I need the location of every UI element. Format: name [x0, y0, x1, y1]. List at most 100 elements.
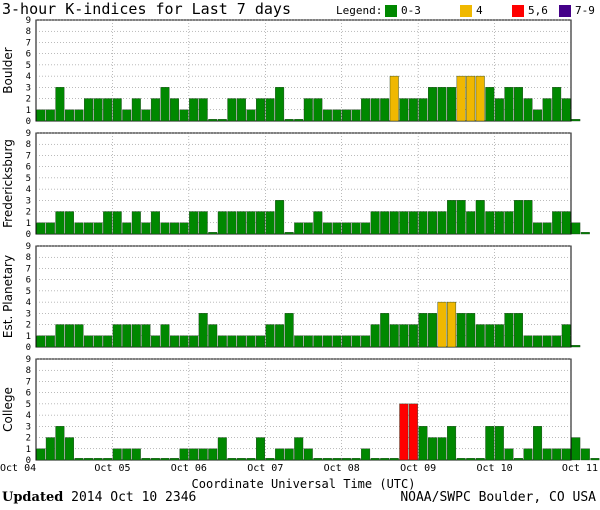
kindex-bar — [580, 448, 590, 461]
kindex-bar — [179, 109, 189, 122]
y-tick-label: 6 — [26, 50, 31, 60]
kindex-bar — [45, 222, 55, 235]
y-tick-label: 4 — [26, 298, 31, 308]
kindex-bar — [533, 335, 543, 348]
panel-label: Boulder — [1, 47, 15, 94]
kindex-bar — [275, 448, 285, 461]
kindex-bar — [456, 458, 466, 461]
kindex-bar — [170, 222, 180, 235]
y-tick-label: 6 — [26, 163, 31, 173]
kindex-bar — [494, 211, 504, 235]
kindex-bar — [361, 222, 371, 235]
y-tick-label: 6 — [26, 389, 31, 399]
kindex-bar — [64, 211, 74, 235]
kindex-bar — [332, 109, 342, 122]
kindex-bar — [45, 335, 55, 348]
kindex-bar — [64, 324, 74, 348]
kindex-bar — [122, 109, 132, 122]
kindex-bar — [313, 98, 323, 122]
x-tick-label: Oct 08 — [324, 463, 360, 474]
kindex-bar — [131, 211, 141, 235]
kindex-bar — [313, 211, 323, 235]
y-tick-label: 3 — [26, 422, 31, 432]
kindex-bar — [437, 211, 447, 235]
panel-label: Est. Planetary — [1, 255, 15, 338]
kindex-bar — [303, 448, 313, 461]
kindex-bar — [265, 458, 275, 461]
kindex-bar — [485, 426, 495, 461]
kindex-bar — [361, 448, 371, 461]
x-tick-label: Oct 05 — [94, 463, 130, 474]
kindex-bar — [504, 87, 514, 122]
kindex-bar — [408, 211, 418, 235]
kindex-bar — [256, 437, 265, 461]
kindex-bar — [533, 222, 543, 235]
kindex-bar — [189, 335, 199, 348]
y-tick-label: 1 — [26, 219, 31, 229]
kindex-bar — [74, 324, 84, 348]
kindex-bar — [437, 87, 447, 122]
kindex-bar — [418, 313, 428, 348]
kindex-bar — [198, 448, 208, 461]
kindex-bar — [217, 211, 227, 235]
kindex-bar — [418, 426, 428, 461]
kindex-bar — [332, 335, 342, 348]
kindex-bar — [456, 313, 466, 348]
y-tick-label: 8 — [26, 253, 31, 263]
kindex-bar — [160, 324, 170, 348]
kindex-bar — [389, 75, 399, 122]
kindex-bar — [552, 448, 562, 461]
kindex-bar — [475, 75, 485, 122]
kindex-bar — [150, 211, 160, 235]
y-tick-label: 3 — [26, 309, 31, 319]
kindex-bar — [275, 87, 285, 122]
kindex-bar — [55, 426, 65, 461]
kindex-bar — [217, 437, 227, 461]
kindex-bar — [313, 335, 323, 348]
kindex-bar — [456, 75, 466, 122]
kindex-bar — [74, 458, 84, 461]
kindex-bar — [246, 109, 256, 122]
kindex-bar — [93, 98, 103, 122]
kindex-bar — [542, 222, 552, 235]
legend-text-5-6: 5,6 — [528, 4, 548, 17]
y-tick-label: 1 — [26, 332, 31, 342]
chart-title: 3-hour K-indices for Last 7 days — [2, 0, 291, 18]
kindex-bar — [160, 87, 170, 122]
kindex-bar — [322, 335, 332, 348]
updated-label: Updated — [2, 490, 64, 505]
legend-text-4: 4 — [476, 4, 483, 17]
kindex-bar — [370, 98, 380, 122]
y-tick-label: 1 — [26, 106, 31, 116]
kindex-bar — [351, 458, 361, 461]
legend-swatch-0-3 — [385, 5, 397, 17]
kindex-bar — [179, 222, 189, 235]
kindex-bar — [150, 335, 160, 348]
kindex-bar — [342, 458, 351, 461]
kindex-bar — [170, 458, 180, 461]
kindex-bar — [389, 211, 399, 235]
kindex-bar — [179, 335, 189, 348]
kindex-bar — [246, 211, 256, 235]
kindex-bar — [533, 426, 543, 461]
x-tick-label: Oct 04 — [0, 463, 36, 474]
kindex-bar — [580, 232, 590, 235]
legend-swatch-7-9 — [559, 5, 571, 17]
kindex-bar — [533, 109, 543, 122]
kindex-bar — [303, 98, 313, 122]
kindex-bar — [275, 200, 285, 235]
kindex-bar — [275, 324, 285, 348]
kindex-bar — [552, 335, 562, 348]
kindex-bar — [351, 222, 361, 235]
kindex-bar — [122, 222, 132, 235]
kindex-bar — [160, 458, 170, 461]
kindex-bar — [408, 324, 418, 348]
kindex-bar — [504, 448, 514, 461]
kindex-bar — [150, 98, 160, 122]
kindex-bar — [475, 200, 485, 235]
kindex-bar — [523, 335, 533, 348]
kindex-bar — [208, 448, 218, 461]
kindex-bar — [389, 458, 399, 461]
kindex-bar — [485, 211, 495, 235]
kindex-bar — [466, 211, 476, 235]
